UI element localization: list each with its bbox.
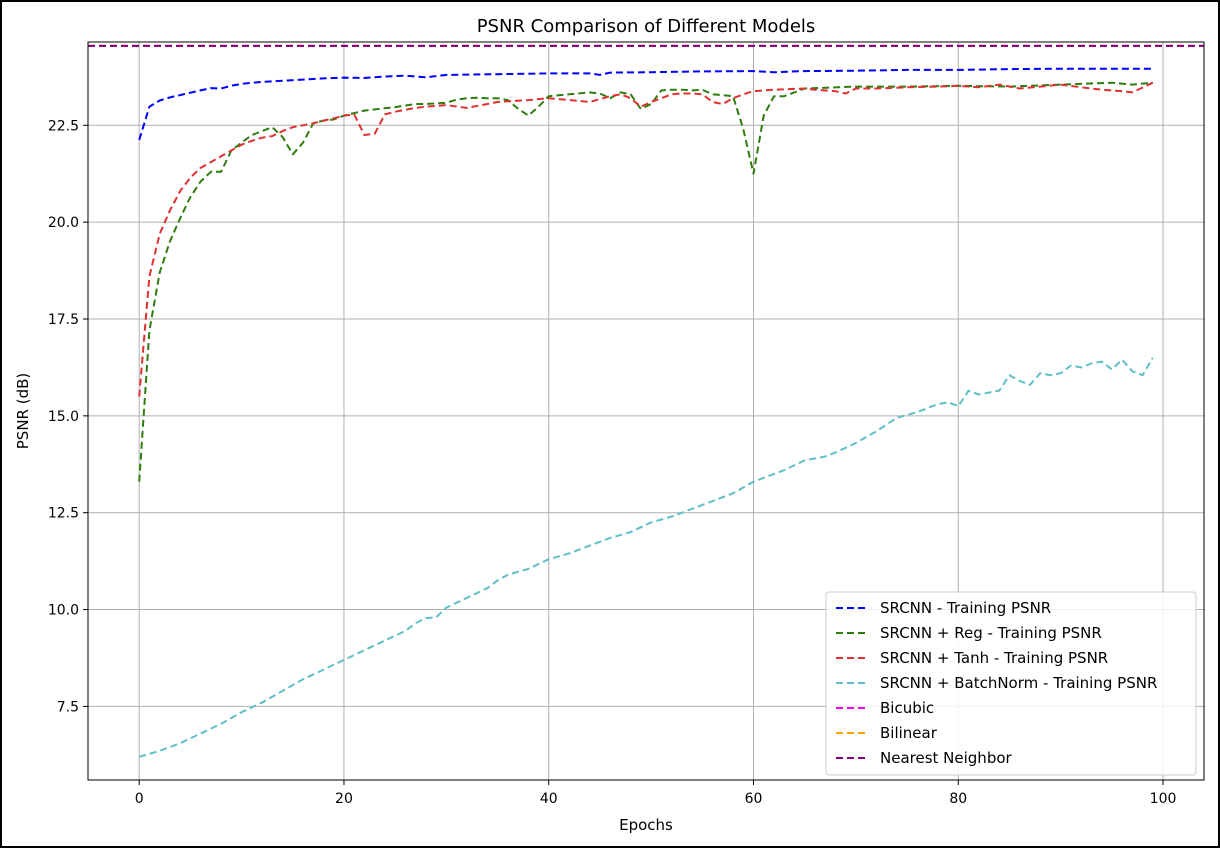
x-tick-label: 40 xyxy=(540,791,558,807)
series-layer xyxy=(88,44,1204,758)
y-tick-label: 7.5 xyxy=(57,699,79,715)
legend-label: SRCNN + Reg - Training PSNR xyxy=(880,624,1102,642)
legend-box xyxy=(825,591,1197,776)
y-tick-label: 22.5 xyxy=(48,118,79,134)
grid-lines xyxy=(88,42,1204,780)
x-tick-label: 80 xyxy=(949,791,967,807)
legend-label: Bilinear xyxy=(880,724,938,742)
legend-label: Nearest Neighbor xyxy=(880,749,1013,767)
x-tick-label: 60 xyxy=(745,791,763,807)
legend-label: SRCNN + BatchNorm - Training PSNR xyxy=(880,674,1157,692)
x-tick-label: 100 xyxy=(1150,791,1177,807)
y-tick-label: 12.5 xyxy=(48,506,79,522)
tick-layer: 0 20 40 60 80 100 7.5 10.0 12.5 15.0 17.5 20.0 22.5 xyxy=(48,118,1177,807)
x-tick-label: 0 xyxy=(135,791,144,807)
chart-title: PSNR Comparison of Different Models xyxy=(477,16,816,37)
series-line xyxy=(138,81,1153,482)
plot-area-frame xyxy=(87,41,1205,781)
x-axis-label: Epochs xyxy=(619,816,673,834)
legend-label: SRCNN + Tanh - Training PSNR xyxy=(880,649,1108,667)
legend-label: Bicubic xyxy=(880,699,934,717)
series-line xyxy=(138,357,1154,758)
series-line xyxy=(138,67,1153,141)
y-tick-label: 17.5 xyxy=(48,312,79,328)
legend-label: SRCNN - Training PSNR xyxy=(880,599,1051,617)
y-axis-label: PSNR (dB) xyxy=(14,373,32,450)
y-tick-label: 20.0 xyxy=(48,215,79,231)
series-line xyxy=(138,81,1154,397)
legend: SRCNN - Training PSNR SRCNN + Reg - Train… xyxy=(825,591,1197,776)
y-tick-label: 10.0 xyxy=(48,603,79,619)
x-tick-label: 20 xyxy=(335,791,353,807)
y-tick-label: 15.0 xyxy=(48,409,79,425)
